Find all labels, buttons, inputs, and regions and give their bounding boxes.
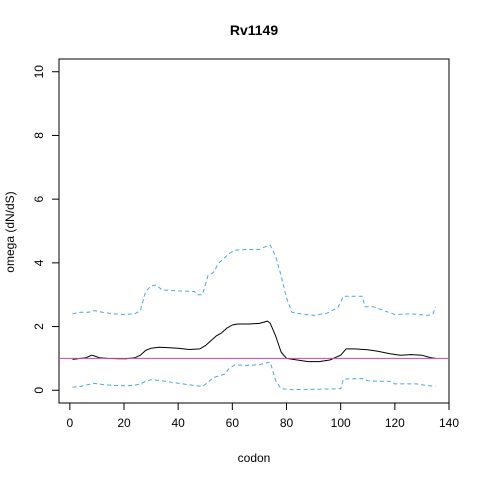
series-line-lower-bound (72, 361, 436, 391)
x-tick-label: 40 (171, 416, 185, 430)
x-tick-label: 20 (117, 416, 131, 430)
x-tick-label: 80 (280, 416, 294, 430)
chart-title: Rv1149 (230, 22, 278, 38)
y-tick-label: 4 (32, 259, 46, 266)
y-axis: 0 2 4 6 8 10 (32, 65, 60, 394)
x-axis: 0 20 40 60 80 100 120 140 (66, 402, 459, 430)
plot-area (59, 244, 449, 391)
x-tick-label: 140 (439, 416, 459, 430)
x-axis-label: codon (238, 451, 271, 465)
y-tick-label: 0 (32, 387, 46, 394)
y-tick-label: 10 (32, 65, 46, 79)
y-tick-label: 6 (32, 195, 46, 202)
x-tick-label: 60 (226, 416, 240, 430)
y-tick-label: 2 (32, 323, 46, 330)
x-tick-label: 120 (385, 416, 405, 430)
x-tick-label: 100 (331, 416, 351, 430)
series-line-upper-bound (72, 244, 436, 316)
x-tick-label: 0 (66, 416, 73, 430)
y-axis-label: omega (dN/dS) (3, 191, 17, 272)
y-tick-label: 8 (32, 132, 46, 139)
